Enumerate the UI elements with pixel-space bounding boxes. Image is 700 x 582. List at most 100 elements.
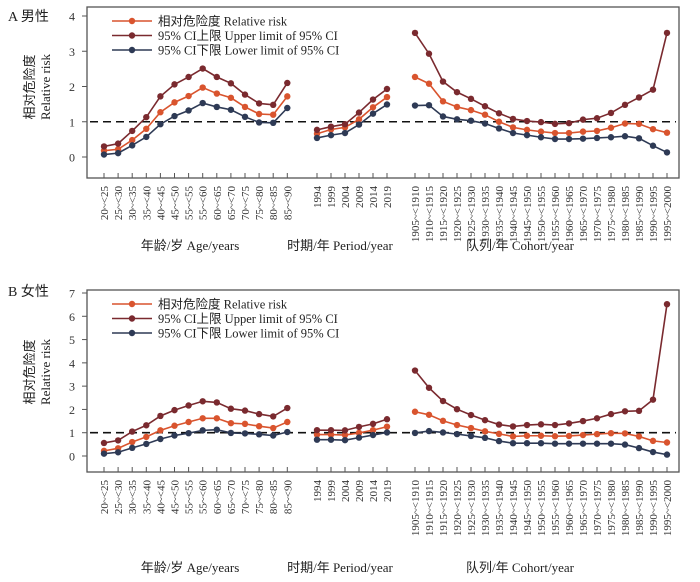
data-point-rr [593,430,601,438]
y-axis-title-cn: 相对危险度 [22,54,37,119]
data-point-rr [439,417,447,425]
data-point-upper [255,410,263,418]
data-point-rr [241,103,249,111]
data-point-upper [593,415,601,422]
y-axis-title: 相对危险度Relative risk [22,338,53,405]
data-point-rr [425,411,433,418]
plot-frame [86,6,680,179]
y-tick-label: 3 [69,45,75,59]
y-tick-label: 4 [69,10,75,24]
x-tick-label: 1925~<1930 [466,480,478,537]
data-point-rr [509,124,517,131]
data-point-lower [284,428,291,436]
data-point-lower [579,135,587,142]
data-point-rr [579,128,587,135]
data-point-lower [537,439,545,447]
group-period: 1994 1999 2004 2009 2014 2019 时期/年 Period/year [287,85,394,253]
data-point-lower [100,450,108,457]
data-point-upper [143,113,150,121]
data-point-upper [523,117,531,125]
x-tick-label: 1905~<1910 [410,186,422,243]
x-tick-label: 1915~<1920 [438,186,450,243]
data-point-upper [579,417,587,425]
x-tick-label: 1970~<1975 [592,480,604,537]
data-point-rr [649,125,657,133]
data-point-rr [663,129,671,136]
data-point-lower [199,99,206,107]
data-point-rr [129,136,136,144]
x-tick-label: 1955~<1960 [550,480,562,537]
data-point-lower [593,440,601,447]
data-point-rr [227,419,235,427]
data-point-rr [551,433,559,440]
data-point-lower [411,429,419,437]
data-point-lower [383,429,391,436]
x-tick-label: 55~<60 [198,480,210,515]
x-tick-label: 1975~<1980 [606,480,618,537]
data-point-upper [341,121,349,128]
x-tick-label: 1925~<1930 [466,186,478,243]
x-axis-title-cohort: 队列/年 Cohort/year [466,238,575,253]
data-point-rr [284,93,291,100]
data-point-upper [663,29,671,37]
data-point-upper [270,413,277,420]
x-tick-label: 40~<45 [155,186,167,221]
data-point-lower [213,103,220,111]
y-tick-label: 5 [69,333,75,347]
data-point-lower [255,119,263,126]
data-point-lower [425,101,433,109]
data-point-upper [129,127,136,135]
legend-label-upper: 95% CI上限 Upper limit of 95% CI [158,29,338,43]
data-point-lower [185,107,192,114]
panel-label: B 女性 [8,283,49,300]
data-point-lower [621,133,629,140]
x-tick-label: 1985~<1990 [634,480,646,537]
data-point-rr [649,437,657,445]
data-point-upper [157,93,164,100]
data-point-rr [453,421,461,429]
data-point-upper [607,109,615,117]
x-tick-label: 60~<65 [212,480,224,515]
x-tick-label: 1905~<1910 [410,480,422,537]
legend-marker-lower [128,329,136,337]
series-line-upper [414,304,668,428]
data-point-rr [355,116,363,123]
x-tick-label: 1994 [312,480,324,503]
data-point-upper [383,85,391,93]
data-point-lower [593,134,601,142]
group-cohort: 1905~<1910 1910~<1915 1915~<1920 1920~<1925… [410,300,674,575]
x-tick-label: 1970~<1975 [592,186,604,243]
data-point-upper [199,65,206,72]
x-tick-label: 1955~<1960 [550,186,562,243]
data-point-lower [439,113,447,120]
x-tick-label: 1999 [326,480,338,503]
data-point-lower [327,131,335,139]
data-point-upper [355,109,363,116]
x-tick-label: 1930~<1935 [480,480,492,537]
data-point-lower [467,432,475,440]
x-tick-label: 30~<35 [127,480,139,515]
data-point-upper [425,50,433,57]
x-tick-label: 85~<90 [282,186,294,221]
data-point-upper [313,126,321,134]
data-point-lower [411,102,419,109]
data-point-rr [411,408,419,415]
data-point-lower [241,113,249,121]
y-axis-title-cn: 相对危险度 [22,339,37,404]
data-point-lower [649,448,657,456]
data-point-upper [649,396,657,403]
data-point-lower [171,432,178,439]
data-point-rr [213,415,220,422]
data-point-lower [284,104,291,112]
data-point-upper [579,116,587,123]
x-tick-label: 2014 [368,186,380,209]
x-axis-title-period: 时期/年 Period/year [287,238,393,253]
data-point-rr [157,109,164,116]
data-point-upper [523,421,531,429]
y-tick-label: 7 [69,287,75,301]
group-cohort: 1905~<1910 1910~<1915 1915~<1920 1920~<1925… [410,29,674,253]
series-line-upper [414,32,668,125]
data-point-upper [327,123,335,130]
data-point-lower [185,429,192,437]
